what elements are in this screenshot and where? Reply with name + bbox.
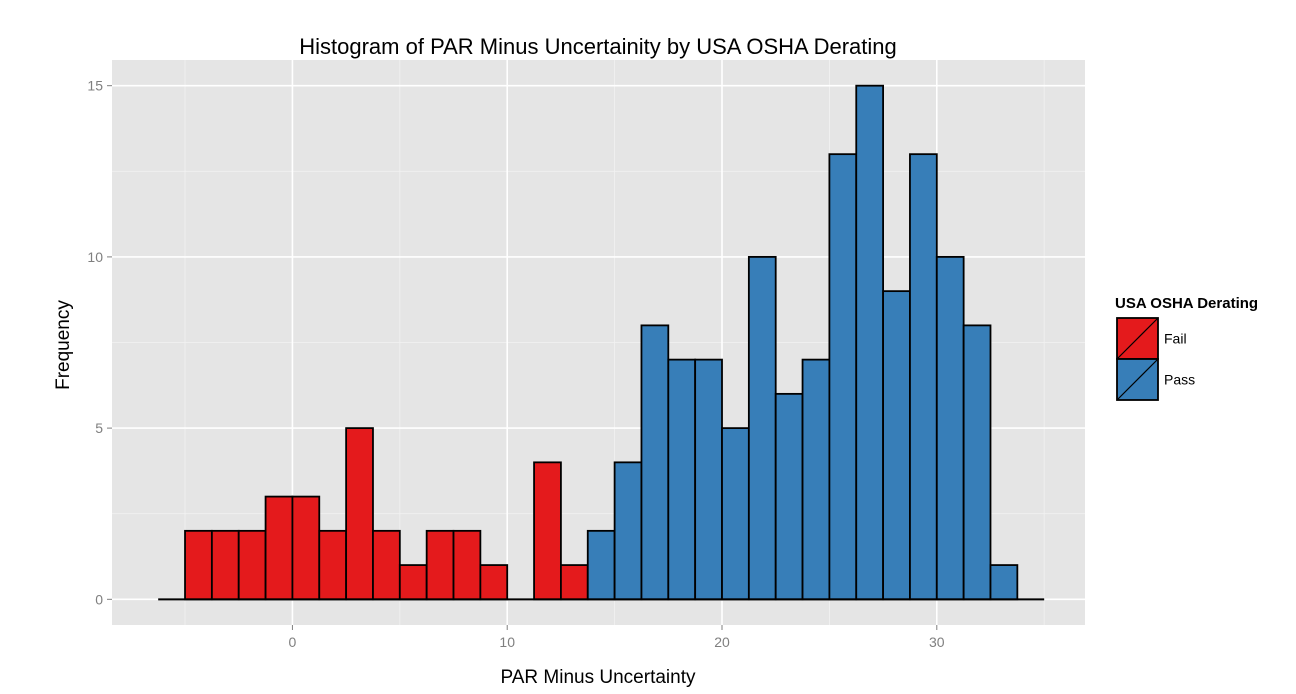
bar-pass: [855, 84, 884, 601]
legend-label-fail: Fail: [1164, 331, 1187, 347]
bar-fail: [237, 529, 267, 601]
legend-label-pass: Pass: [1164, 372, 1195, 388]
bar-pass: [828, 153, 858, 601]
bar-fail: [264, 495, 294, 601]
bar-pass: [774, 392, 804, 601]
bar-pass: [935, 255, 965, 601]
bar-fail: [210, 529, 240, 601]
bar-fail: [184, 529, 213, 601]
bar-pass: [640, 324, 670, 601]
bar-fail: [560, 564, 589, 601]
bar-pass: [962, 324, 992, 601]
x-axis-title: PAR Minus Uncertainty: [501, 667, 696, 688]
y-tick-label: 0: [95, 591, 103, 607]
bar-pass: [989, 564, 1019, 601]
bar-fail: [452, 529, 482, 601]
bars: [184, 84, 1019, 601]
x-tick-label: 0: [289, 634, 297, 650]
bar-fail: [318, 529, 348, 601]
y-axis-title: Frequency: [53, 300, 74, 390]
bar-fail: [425, 529, 455, 601]
y-tick-label: 5: [95, 420, 103, 436]
legend-key-slash: [1116, 317, 1159, 360]
y-axis-ticks: 0 5 10 15: [87, 78, 112, 607]
bar-pass: [667, 358, 697, 601]
bar-pass: [694, 358, 723, 601]
bar-fail: [479, 564, 509, 601]
bar-pass: [747, 255, 777, 601]
bar-pass: [613, 461, 643, 601]
legend-keys: Fail Pass: [1116, 317, 1195, 401]
bar-pass: [882, 290, 911, 601]
bar-pass: [721, 427, 750, 601]
bar-pass: [909, 153, 938, 601]
bar-fail: [533, 461, 562, 601]
y-tick-label: 15: [87, 78, 103, 94]
bar-fail: [291, 495, 321, 601]
bar-pass: [586, 529, 616, 601]
bar-fail: [345, 427, 374, 601]
x-axis-ticks: 0 10 20 30: [289, 625, 945, 650]
x-tick-label: 10: [499, 634, 515, 650]
bar-pass: [801, 358, 831, 601]
y-tick-label: 10: [87, 249, 103, 265]
legend-title: USA OSHA Derating: [1115, 295, 1258, 312]
x-tick-label: 30: [929, 634, 945, 650]
legend-key-slash: [1116, 358, 1159, 401]
chart-title: Histogram of PAR Minus Uncertainity by U…: [299, 34, 896, 59]
legend: USA OSHA Derating Fail Pass: [1115, 295, 1258, 401]
bar-fail: [372, 529, 401, 601]
bar-fail: [398, 564, 428, 601]
x-tick-label: 20: [714, 634, 730, 650]
